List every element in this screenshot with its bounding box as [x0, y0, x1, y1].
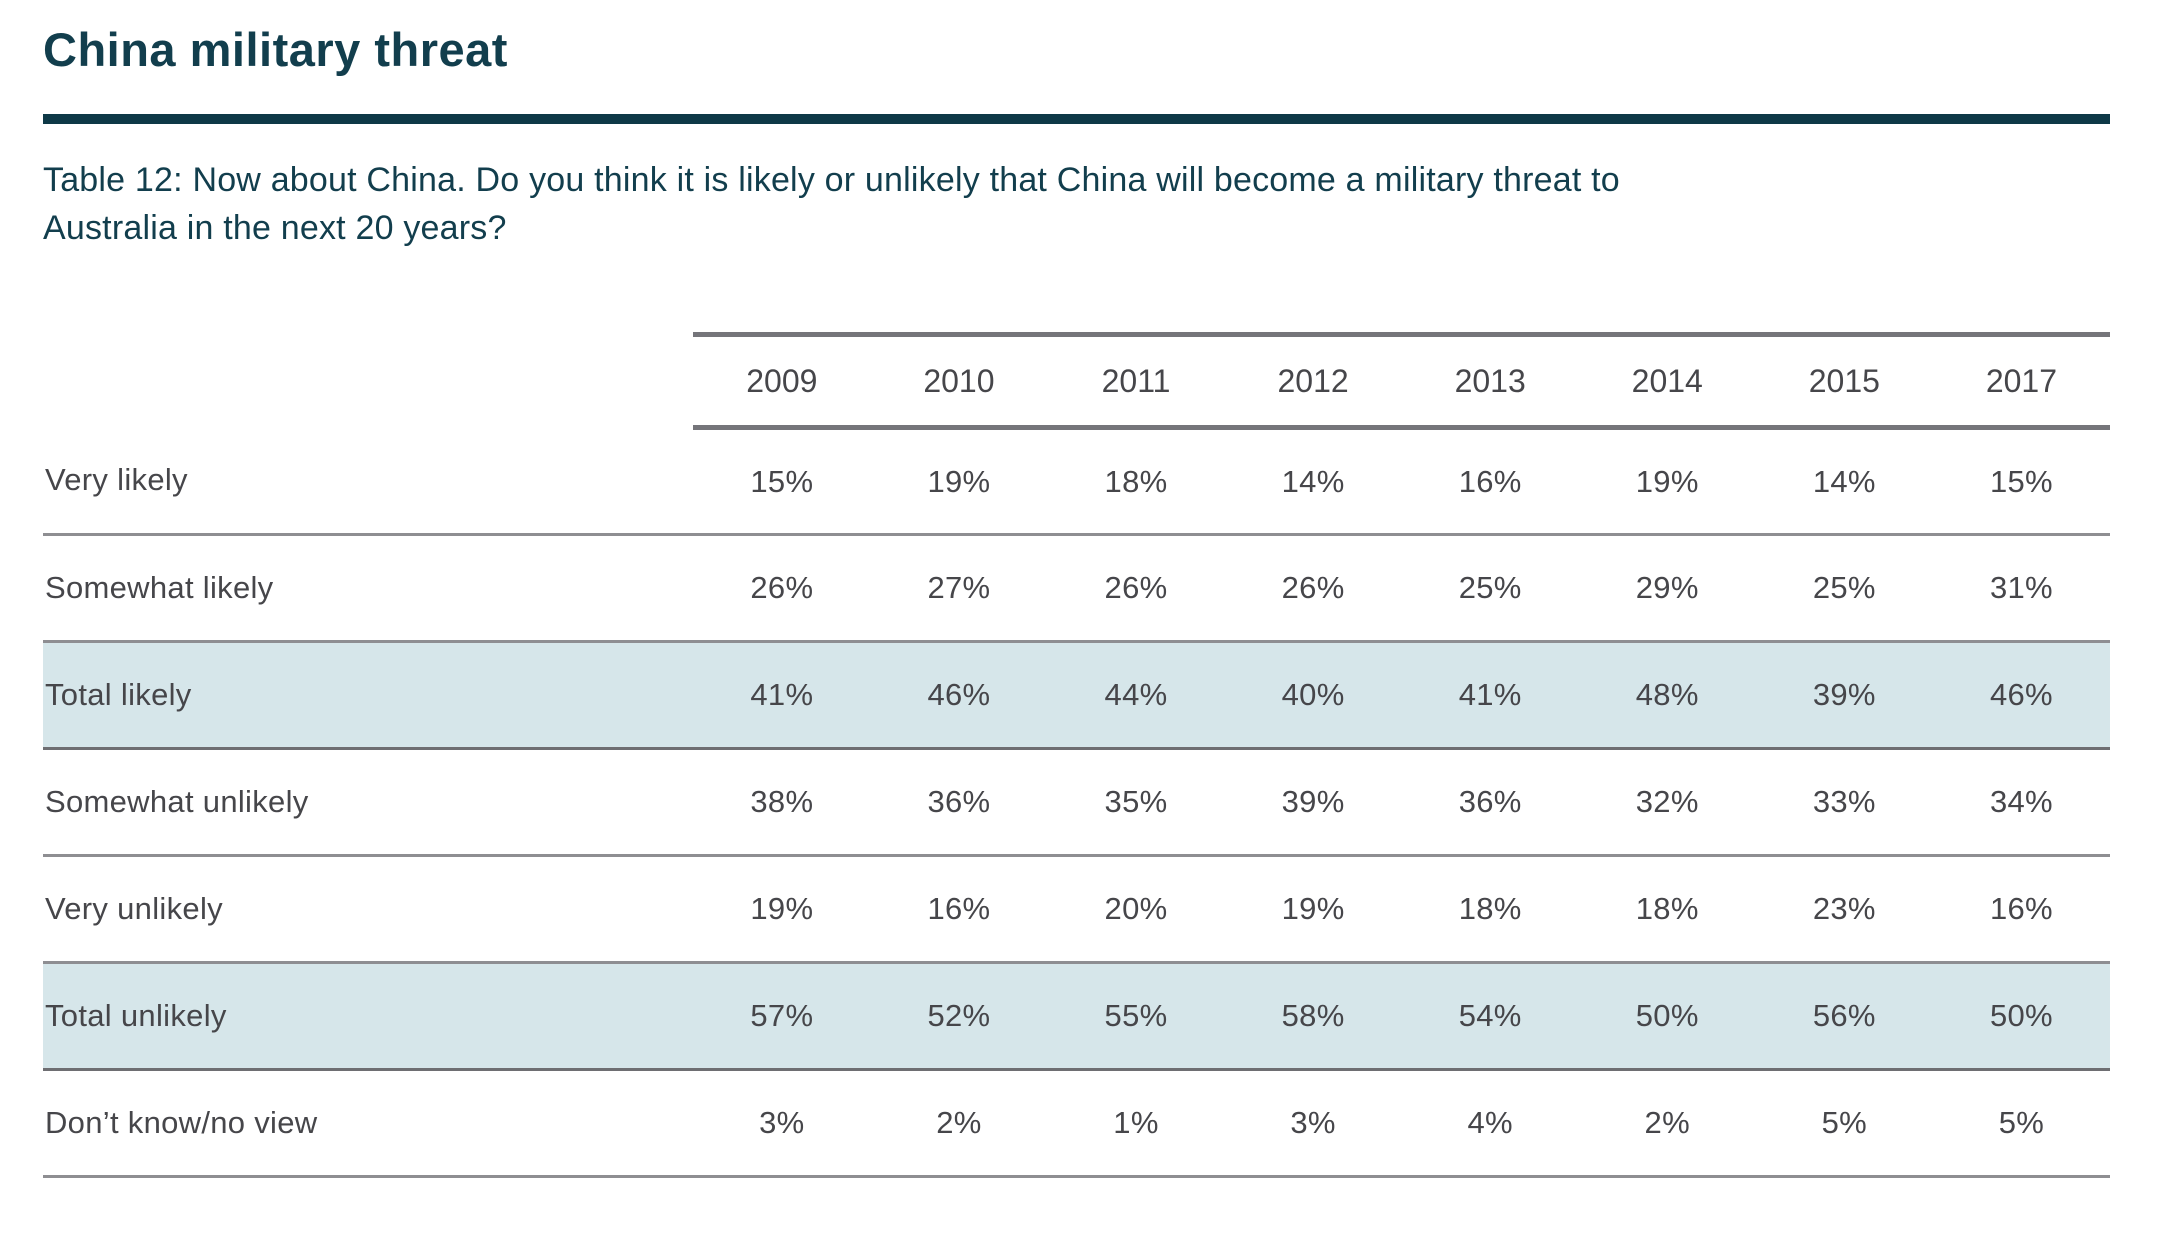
value-cell: 15% [693, 427, 871, 536]
value-cell: 2% [870, 1069, 1048, 1178]
table-row: Very unlikely 19% 16% 20% 19% 18% 18% 23% 16% [43, 855, 2110, 964]
column-header-year: 2010 [870, 332, 1048, 430]
column-header-year: 2015 [1755, 332, 1933, 430]
value-cell: 32% [1578, 748, 1756, 857]
value-cell: 15% [1932, 427, 2110, 536]
value-cell: 44% [1047, 640, 1225, 750]
value-cell: 4% [1401, 1069, 1579, 1178]
row-label: Don’t know/no view [43, 1069, 694, 1178]
value-cell: 35% [1047, 748, 1225, 857]
column-header-year: 2009 [693, 332, 871, 430]
value-cell: 31% [1932, 534, 2110, 643]
value-cell: 19% [870, 427, 1048, 536]
column-header-year: 2014 [1578, 332, 1756, 430]
value-cell: 19% [1224, 855, 1402, 964]
column-header-year: 2011 [1047, 332, 1225, 430]
column-header-year: 2012 [1224, 332, 1402, 430]
value-cell: 57% [693, 961, 871, 1071]
row-label: Total likely [43, 640, 694, 750]
value-cell: 16% [1932, 855, 2110, 964]
year-header-row: 2009 2010 2011 2012 2013 2014 2015 2017 [43, 332, 2110, 430]
table-row: Somewhat likely 26% 27% 26% 26% 25% 29% 25% 31% [43, 534, 2110, 643]
value-cell: 14% [1755, 427, 1933, 536]
value-cell: 3% [1224, 1069, 1402, 1178]
value-cell: 18% [1401, 855, 1579, 964]
value-cell: 19% [693, 855, 871, 964]
value-cell: 52% [870, 961, 1048, 1071]
column-header-year: 2013 [1401, 332, 1579, 430]
title-divider [43, 114, 2110, 124]
value-cell: 3% [693, 1069, 871, 1178]
survey-table-head: 2009 2010 2011 2012 2013 2014 2015 2017 [43, 332, 2110, 430]
value-cell: 39% [1224, 748, 1402, 857]
value-cell: 38% [693, 748, 871, 857]
value-cell: 33% [1755, 748, 1933, 857]
value-cell: 14% [1224, 427, 1402, 536]
table-row: Total likely 41% 46% 44% 40% 41% 48% 39% 46% [43, 640, 2110, 750]
value-cell: 18% [1578, 855, 1756, 964]
value-cell: 16% [1401, 427, 1579, 536]
row-label: Somewhat likely [43, 534, 694, 643]
value-cell: 34% [1932, 748, 2110, 857]
value-cell: 29% [1578, 534, 1756, 643]
value-cell: 19% [1578, 427, 1756, 536]
value-cell: 27% [870, 534, 1048, 643]
value-cell: 5% [1932, 1069, 2110, 1178]
column-header-year: 2017 [1932, 332, 2110, 430]
value-cell: 54% [1401, 961, 1579, 1071]
value-cell: 23% [1755, 855, 1933, 964]
value-cell: 39% [1755, 640, 1933, 750]
page-title: China military threat [43, 23, 508, 76]
survey-table: 2009 2010 2011 2012 2013 2014 2015 2017 Very li… [43, 332, 2110, 1178]
table-caption-line1: Table 12: Now about China. Do you think … [43, 161, 1620, 199]
value-cell: 26% [1224, 534, 1402, 643]
value-cell: 48% [1578, 640, 1756, 750]
row-label: Total unlikely [43, 961, 694, 1071]
table-row: Somewhat unlikely 38% 36% 35% 39% 36% 32% 33% 34… [43, 748, 2110, 857]
value-cell: 26% [1047, 534, 1225, 643]
value-cell: 50% [1578, 961, 1756, 1071]
value-cell: 20% [1047, 855, 1225, 964]
value-cell: 55% [1047, 961, 1225, 1071]
value-cell: 41% [1401, 640, 1579, 750]
value-cell: 41% [693, 640, 871, 750]
table-row: Very likely 15% 19% 18% 14% 16% 19% 14% 15% [43, 427, 2110, 536]
value-cell: 40% [1224, 640, 1402, 750]
value-cell: 50% [1932, 961, 2110, 1071]
row-label: Very likely [43, 427, 694, 536]
value-cell: 16% [870, 855, 1048, 964]
row-label: Somewhat unlikely [43, 748, 694, 857]
value-cell: 26% [693, 534, 871, 643]
value-cell: 46% [1932, 640, 2110, 750]
value-cell: 5% [1755, 1069, 1933, 1178]
value-cell: 58% [1224, 961, 1402, 1071]
survey-table-body: Very likely 15% 19% 18% 14% 16% 19% 14% 15% Somew… [43, 427, 2110, 1178]
value-cell: 25% [1755, 534, 1933, 643]
value-cell: 36% [1401, 748, 1579, 857]
table-caption: Table 12: Now about China. Do you think … [43, 156, 2110, 252]
value-cell: 18% [1047, 427, 1225, 536]
value-cell: 25% [1401, 534, 1579, 643]
value-cell: 56% [1755, 961, 1933, 1071]
row-label-header-spacer [43, 335, 693, 428]
value-cell: 2% [1578, 1069, 1756, 1178]
table-caption-line2: Australia in the next 20 years? [43, 209, 507, 247]
value-cell: 46% [870, 640, 1048, 750]
value-cell: 1% [1047, 1069, 1225, 1178]
table-row: Don’t know/no view 3% 2% 1% 3% 4% 2% 5% 5% [43, 1069, 2110, 1178]
table-row: Total unlikely 57% 52% 55% 58% 54% 50% 56% 50% [43, 961, 2110, 1071]
row-label: Very unlikely [43, 855, 694, 964]
value-cell: 36% [870, 748, 1048, 857]
